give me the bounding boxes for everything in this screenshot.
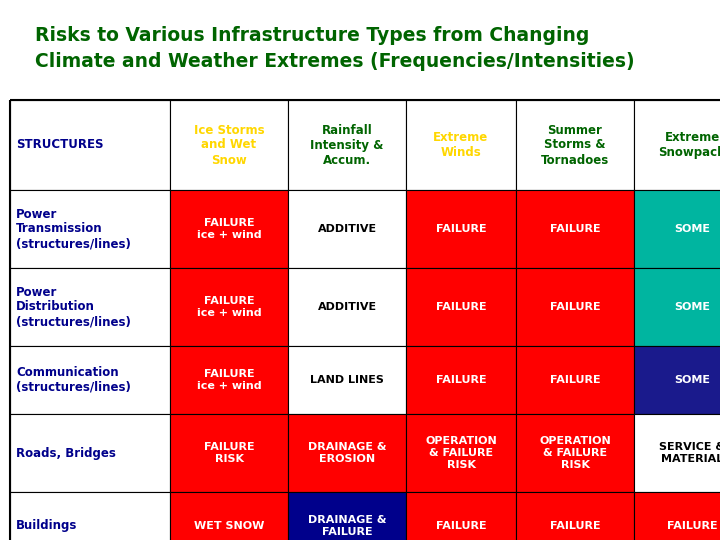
Text: Rainfall
Intensity &
Accum.: Rainfall Intensity & Accum. (310, 124, 384, 166)
Bar (634, 346, 720, 414)
Bar (288, 346, 406, 414)
Text: Extreme
Winds: Extreme Winds (433, 131, 489, 159)
Text: Ice Storms
and Wet
Snow: Ice Storms and Wet Snow (194, 124, 264, 166)
Bar (170, 190, 288, 268)
Bar (10, 100, 170, 190)
Text: FAILURE: FAILURE (549, 521, 600, 531)
Text: Extreme
Snowpack: Extreme Snowpack (659, 131, 720, 159)
Text: FAILURE
RISK: FAILURE RISK (204, 442, 254, 464)
Text: Risks to Various Infrastructure Types from Changing: Risks to Various Infrastructure Types fr… (35, 26, 590, 45)
Text: OPERATION
& FAILURE
RISK: OPERATION & FAILURE RISK (539, 436, 611, 470)
Bar (10, 492, 170, 540)
Text: Power
Transmission
(structures/lines): Power Transmission (structures/lines) (16, 207, 131, 251)
Text: SERVICE &
MATERIAL: SERVICE & MATERIAL (659, 442, 720, 464)
Bar (288, 414, 406, 492)
Bar (170, 414, 288, 492)
Bar (634, 492, 720, 540)
Bar (10, 268, 170, 346)
Bar (406, 100, 516, 190)
Text: FAILURE: FAILURE (667, 521, 717, 531)
Text: Power
Distribution
(structures/lines): Power Distribution (structures/lines) (16, 286, 131, 328)
Bar (634, 414, 720, 492)
Bar (406, 268, 516, 346)
Text: Climate and Weather Extremes (Frequencies/Intensities): Climate and Weather Extremes (Frequencie… (35, 52, 634, 71)
Bar (634, 268, 720, 346)
Bar (634, 190, 720, 268)
Text: Roads, Bridges: Roads, Bridges (16, 447, 116, 460)
Bar (170, 100, 288, 190)
Text: WET SNOW: WET SNOW (194, 521, 264, 531)
Text: FAILURE: FAILURE (549, 375, 600, 385)
Bar (10, 100, 720, 540)
Bar (406, 190, 516, 268)
Text: FAILURE
ice + wind: FAILURE ice + wind (197, 369, 261, 391)
Text: FAILURE
ice + wind: FAILURE ice + wind (197, 218, 261, 240)
Text: SOME: SOME (674, 375, 710, 385)
Text: FAILURE: FAILURE (436, 224, 486, 234)
Bar (516, 268, 634, 346)
Text: STRUCTURES: STRUCTURES (16, 138, 104, 152)
Bar (170, 268, 288, 346)
Text: ADDITIVE: ADDITIVE (318, 224, 377, 234)
Bar (634, 100, 720, 190)
Text: DRAINAGE &
FAILURE: DRAINAGE & FAILURE (307, 515, 386, 537)
Text: DRAINAGE &
EROSION: DRAINAGE & EROSION (307, 442, 386, 464)
Text: SOME: SOME (674, 224, 710, 234)
Text: Buildings: Buildings (16, 519, 77, 532)
Text: ADDITIVE: ADDITIVE (318, 302, 377, 312)
Text: FAILURE
ice + wind: FAILURE ice + wind (197, 296, 261, 318)
Bar (170, 346, 288, 414)
Text: OPERATION
& FAILURE
RISK: OPERATION & FAILURE RISK (425, 436, 497, 470)
Bar (288, 100, 406, 190)
Text: SOME: SOME (674, 302, 710, 312)
Bar (406, 492, 516, 540)
Bar (516, 100, 634, 190)
Bar (170, 492, 288, 540)
Bar (288, 492, 406, 540)
Bar (406, 346, 516, 414)
Bar (406, 414, 516, 492)
Bar (516, 190, 634, 268)
Text: FAILURE: FAILURE (549, 224, 600, 234)
Bar (288, 190, 406, 268)
Text: FAILURE: FAILURE (436, 302, 486, 312)
Bar (288, 268, 406, 346)
Text: LAND LINES: LAND LINES (310, 375, 384, 385)
Text: Communication
(structures/lines): Communication (structures/lines) (16, 366, 131, 394)
Bar (516, 346, 634, 414)
Bar (10, 190, 170, 268)
Text: Summer
Storms &
Tornadoes: Summer Storms & Tornadoes (541, 124, 609, 166)
Bar (10, 346, 170, 414)
Text: FAILURE: FAILURE (436, 521, 486, 531)
Bar (10, 414, 170, 492)
Text: FAILURE: FAILURE (436, 375, 486, 385)
Text: FAILURE: FAILURE (549, 302, 600, 312)
Bar (516, 492, 634, 540)
Bar (516, 414, 634, 492)
